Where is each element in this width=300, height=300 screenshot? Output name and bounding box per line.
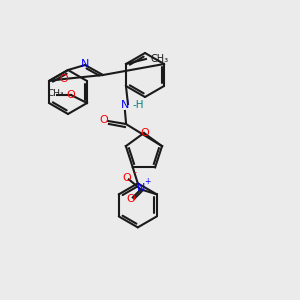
Text: -H: -H bbox=[133, 100, 144, 110]
Text: +: + bbox=[144, 177, 150, 186]
Text: N: N bbox=[81, 59, 89, 69]
Text: CH₃: CH₃ bbox=[48, 89, 64, 98]
Text: O: O bbox=[127, 194, 135, 204]
Text: O: O bbox=[60, 74, 68, 84]
Text: ⁻: ⁻ bbox=[133, 170, 138, 179]
Text: O: O bbox=[67, 90, 75, 100]
Text: O: O bbox=[100, 115, 108, 125]
Text: N: N bbox=[121, 100, 129, 110]
Text: N: N bbox=[136, 183, 145, 194]
Text: O: O bbox=[141, 128, 149, 138]
Text: O: O bbox=[122, 173, 131, 183]
Text: CH₃: CH₃ bbox=[151, 54, 169, 64]
